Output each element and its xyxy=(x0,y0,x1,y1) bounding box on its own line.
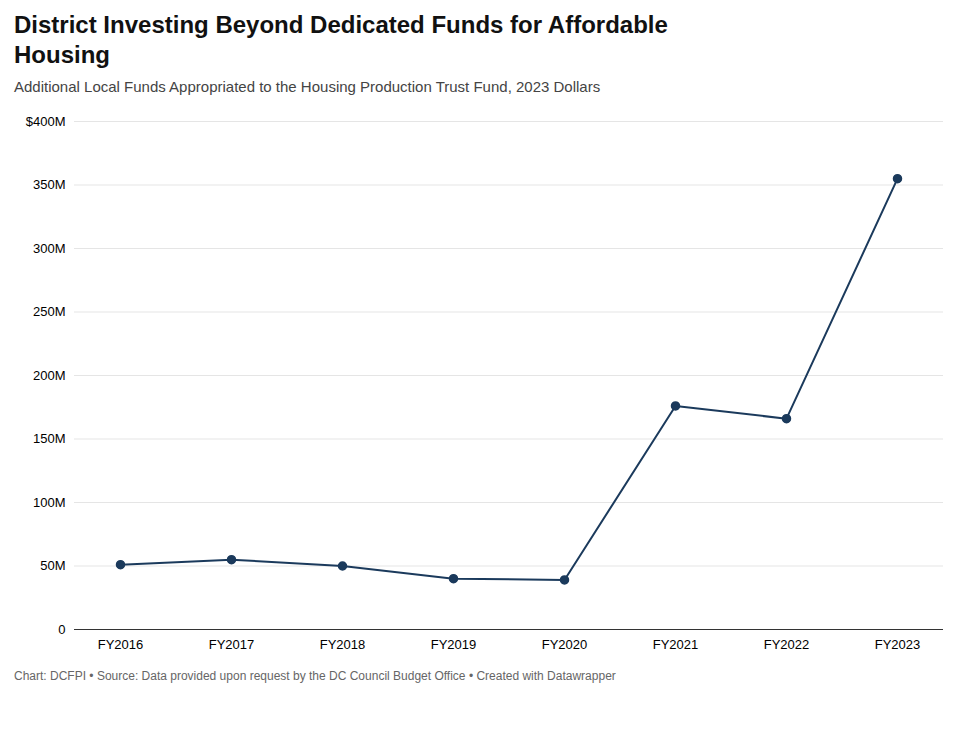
svg-text:FY2018: FY2018 xyxy=(320,637,366,652)
html-text:District Investing Beyond Dedi: District Investing Beyond Dedicated Fund… xyxy=(14,11,668,68)
html-text:Chart: DCFPI • Source: Data pr: Chart: DCFPI • Source: Data provided upo… xyxy=(14,669,616,683)
svg-text:FY2017: FY2017 xyxy=(209,637,255,652)
svg-text:300M: 300M xyxy=(33,241,66,256)
svg-text:FY2020: FY2020 xyxy=(542,637,588,652)
svg-text:0: 0 xyxy=(58,622,65,637)
svg-text:200M: 200M xyxy=(33,368,66,383)
svg-text:150M: 150M xyxy=(33,431,66,446)
svg-text:$400M: $400M xyxy=(26,114,66,129)
svg-text:FY2019: FY2019 xyxy=(431,637,477,652)
svg-text:250M: 250M xyxy=(33,304,66,319)
svg-text:50M: 50M xyxy=(40,558,65,573)
svg-text:FY2021: FY2021 xyxy=(653,637,699,652)
svg-text:FY2023: FY2023 xyxy=(875,637,921,652)
svg-text:FY2016: FY2016 xyxy=(98,637,144,652)
svg-text:FY2022: FY2022 xyxy=(764,637,810,652)
svg-text:100M: 100M xyxy=(33,495,66,510)
html-text:Additional Local Funds Appropr: Additional Local Funds Appropriated to t… xyxy=(14,78,601,95)
svg-text:350M: 350M xyxy=(33,177,66,192)
